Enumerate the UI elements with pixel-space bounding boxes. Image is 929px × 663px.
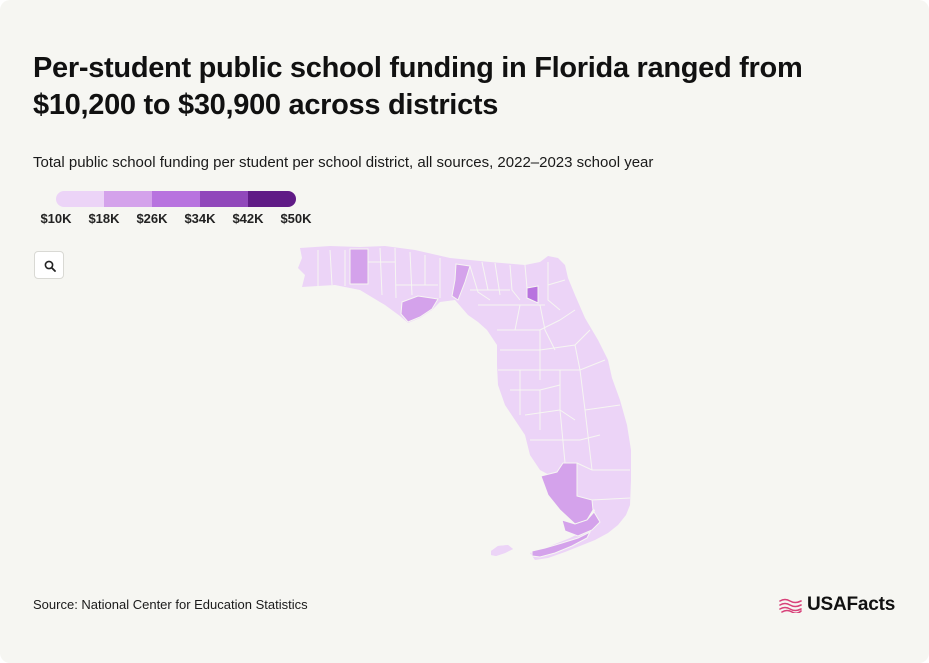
usafacts-flag-logo-icon [779, 598, 802, 613]
district-collier-county[interactable] [540, 462, 594, 525]
legend-swatch-2 [104, 191, 152, 207]
district-gulf-county[interactable] [400, 295, 439, 323]
legend-label-34k: $34K [184, 211, 216, 226]
district-monroe-keys-west[interactable] [491, 545, 513, 556]
legend-label-18k: $18K [88, 211, 120, 226]
zoom-button[interactable] [34, 251, 64, 279]
district-monroe-mainland[interactable] [561, 511, 601, 537]
legend-color-scale [56, 191, 296, 207]
legend-swatch-3 [152, 191, 200, 207]
source-note: Source: National Center for Education St… [33, 597, 308, 612]
district-liberty-county[interactable] [349, 248, 369, 285]
legend-swatch-4 [200, 191, 248, 207]
usafacts-brand[interactable]: USAFacts [779, 592, 895, 618]
legend-label-10k: $10K [40, 211, 72, 226]
brand-name: USAFacts [807, 594, 896, 615]
district-union-county[interactable] [526, 285, 539, 304]
color-legend: $10K $18K $26K $34K $42K $50K [33, 191, 323, 231]
legend-label-50k: $50K [280, 211, 312, 226]
chart-title: Per-student public school funding in Flo… [33, 52, 803, 121]
legend-swatch-5 [248, 191, 296, 207]
florida-state-shape [298, 246, 631, 560]
county-boundaries [317, 247, 631, 501]
search-icon [44, 260, 56, 272]
legend-label-26k: $26K [136, 211, 168, 226]
legend-label-42k: $42K [232, 211, 264, 226]
district-monroe-keys[interactable] [531, 530, 592, 558]
chart-subtitle: Total public school funding per student … [33, 154, 654, 171]
legend-swatch-1 [56, 191, 104, 207]
